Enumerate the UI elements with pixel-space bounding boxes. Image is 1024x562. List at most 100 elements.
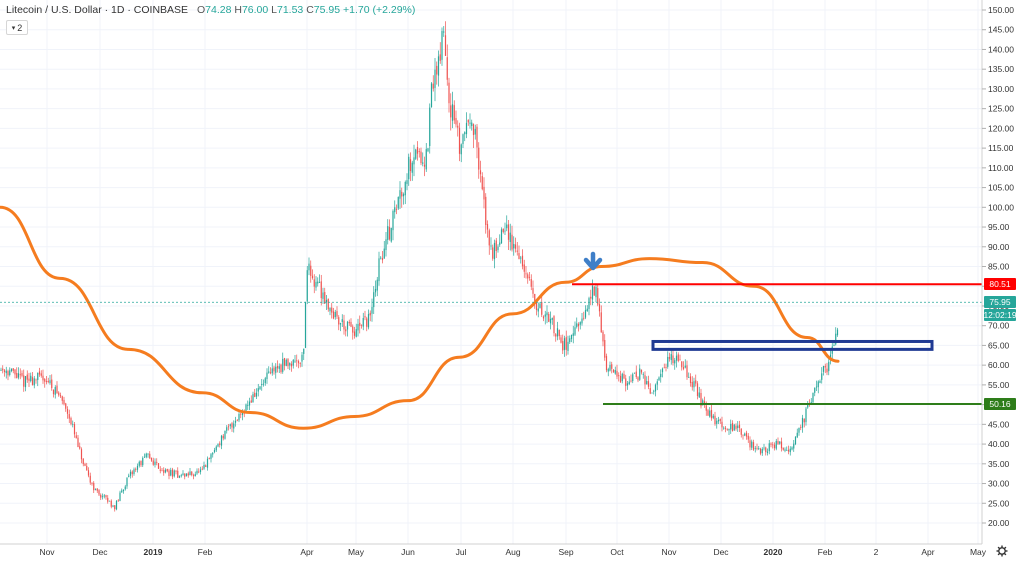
gear-icon[interactable] [995,544,1009,558]
candle-body [574,327,576,335]
candle-body [539,303,541,308]
candle-body [530,278,532,287]
candle-body [70,418,72,425]
candle-body [770,443,772,445]
candle-body [590,296,592,299]
candle-body [464,132,466,135]
x-tick-label: Apr [921,547,934,557]
candle-body [185,473,188,477]
candle-body [79,446,81,449]
candle-body [822,365,825,372]
candle-body [224,430,226,439]
candle-body [744,433,746,436]
candle-body [338,317,340,325]
candle-body [47,380,49,382]
candle-body [640,369,643,373]
candle-body [576,323,578,327]
candle-body [7,371,9,376]
candle-body [31,377,34,385]
y-tick-label: 65.00 [988,340,1010,350]
candle-body [609,364,611,371]
candle-body [192,475,195,477]
candle-body [766,451,769,453]
candle-body [166,468,168,472]
candle-body [142,457,144,466]
time-axis[interactable]: Nov Dec 2019 Feb Apr May Jun Jul Aug Sep Oct Nov Dec… [39,547,986,557]
candle-body [660,373,662,378]
candle-body [196,470,198,474]
candle-body [693,381,695,388]
candle-body [775,440,777,449]
y-tick-label: 110.00 [988,163,1014,173]
x-tick-label: 2 [874,547,879,557]
candle-body [520,257,522,259]
candle-body [51,379,53,389]
candle-body [264,378,266,384]
candle-body [572,333,574,336]
y-tick-label: 90.00 [988,242,1010,252]
ohlc-values: O74.28 H76.00 L71.53 C75.95 +1.70 (+2.29… [196,4,416,16]
candle-body [569,338,571,343]
candle-body [191,471,193,475]
candle-body [427,148,429,152]
candle-body [448,82,450,104]
candle-body [324,292,326,304]
candle-body [738,424,741,429]
candle-body [773,444,776,449]
candle-body [126,477,128,487]
candle-body [835,333,837,345]
down-arrow-icon [583,251,603,271]
candle-body [187,473,189,476]
candle-body [562,341,564,351]
candle-body [577,324,580,327]
candle-body [728,429,730,431]
candle-body [201,468,203,470]
candle-body [135,468,137,470]
candle-body [280,364,282,373]
candle-body [317,281,319,284]
candle-body [765,447,767,453]
candle-body [691,381,693,388]
candle-body [147,453,149,455]
candle-body [108,500,111,502]
candle-body [768,443,770,452]
candle-body [359,322,361,326]
candle-body [555,334,557,337]
indicator-toggle-button[interactable]: ▾ 2 [6,20,28,35]
candle-body [812,392,814,403]
candle-body [507,224,510,240]
candle-body [786,449,788,451]
candle-body [241,412,244,416]
candle-body [61,396,63,401]
candle-body [385,239,387,251]
candle-body [315,281,317,288]
candle-body [278,366,280,369]
candle-body [299,362,301,364]
candle-body [616,370,618,377]
x-tick-label: Jun [401,547,415,557]
candle-body [149,453,151,459]
x-tick-label: Jul [456,547,467,557]
candle-body [663,367,665,369]
candle-body [527,274,529,279]
candle-body [696,383,699,396]
candle-body [219,443,221,445]
candle-body [457,125,459,128]
candle-body [124,486,126,490]
candle-body [262,383,265,385]
candle-body [290,363,293,367]
candle-body [665,366,667,368]
candle-body [563,338,566,350]
y-tick-label: 130.00 [988,84,1014,94]
candle-body [810,402,812,404]
candle-body [238,413,240,421]
candle-body [177,470,179,478]
candle-body [154,461,156,465]
candle-body [75,435,77,439]
x-tick-label: Apr [300,547,313,557]
candle-body [542,316,545,319]
price-axis[interactable]: 20.0025.0030.0035.0040.0045.0050.0055.00… [982,5,1014,528]
candle-body [313,279,315,287]
candle-body [2,368,4,371]
